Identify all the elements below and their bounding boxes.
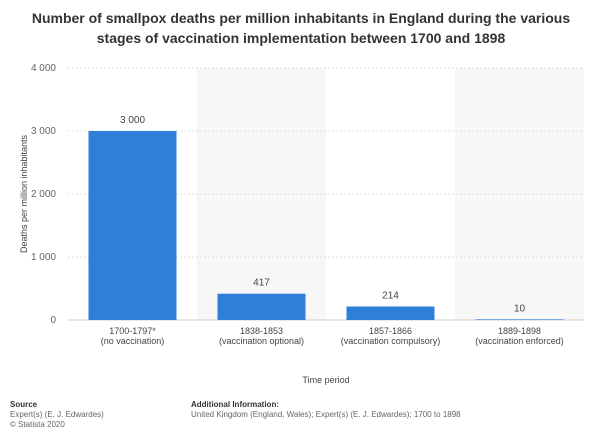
category-bands [197,68,584,320]
data-labels: 3 000 417 214 10 [120,115,526,314]
data-label-1: 3 000 [120,115,145,126]
x-tick-label-1-line-1: 1700-1797* [109,326,156,336]
y-axis-ticks: 0 1 000 2 000 3 000 4 000 [31,63,56,326]
y-tick-label-1: 0 [50,315,56,326]
y-tick-label-2: 1 000 [31,252,56,263]
additional-info-block: Additional Information: United Kingdom (… [191,400,461,420]
additional-info-text: United Kingdom (England, Wales); Expert(… [191,410,461,419]
y-tick-label-4: 3 000 [31,126,56,137]
y-tick-label-3: 2 000 [31,189,56,200]
y-axis-title: Deaths per million inhabitants [19,134,29,253]
chart-title-line-2: stages of vaccination implementation bet… [96,30,506,46]
bar-3 [346,306,435,320]
x-axis-title: Time period [302,375,349,385]
y-tick-label-5: 4 000 [31,63,56,74]
additional-info-heading: Additional Information: [191,400,279,409]
data-label-2: 417 [253,278,270,289]
data-label-4: 10 [514,303,526,314]
x-tick-label-1-line-2: (no vaccination) [101,336,165,346]
x-tick-label-2-line-2: (vaccination optional) [219,336,304,346]
x-tick-label-3-line-1: 1857-1866 [369,326,412,336]
source-block: Source Expert(s) (E. J. Edwardes) © Stat… [10,400,104,430]
bars [88,131,564,320]
x-axis-categories: 1700-1797*(no vaccination)1838-1853(vacc… [101,326,564,346]
bar-4 [475,319,564,320]
source-line-2: © Statista 2020 [10,420,65,429]
x-tick-label-4-line-1: 1889-1898 [498,326,541,336]
chart-title-line-1: Number of smallpox deaths per million in… [31,10,571,26]
data-label-3: 214 [382,291,399,302]
source-heading: Source [10,400,38,409]
bar-2 [217,293,306,320]
chart-title: Number of smallpox deaths per million in… [20,8,582,48]
x-tick-label-4-line-2: (vaccination enforced) [475,336,564,346]
x-tick-label-3-line-2: (vaccination compulsory) [341,336,441,346]
x-tick-label-2-line-1: 1838-1853 [240,326,283,336]
bar-1 [88,131,177,320]
source-line-1: Expert(s) (E. J. Edwardes) [10,410,104,419]
